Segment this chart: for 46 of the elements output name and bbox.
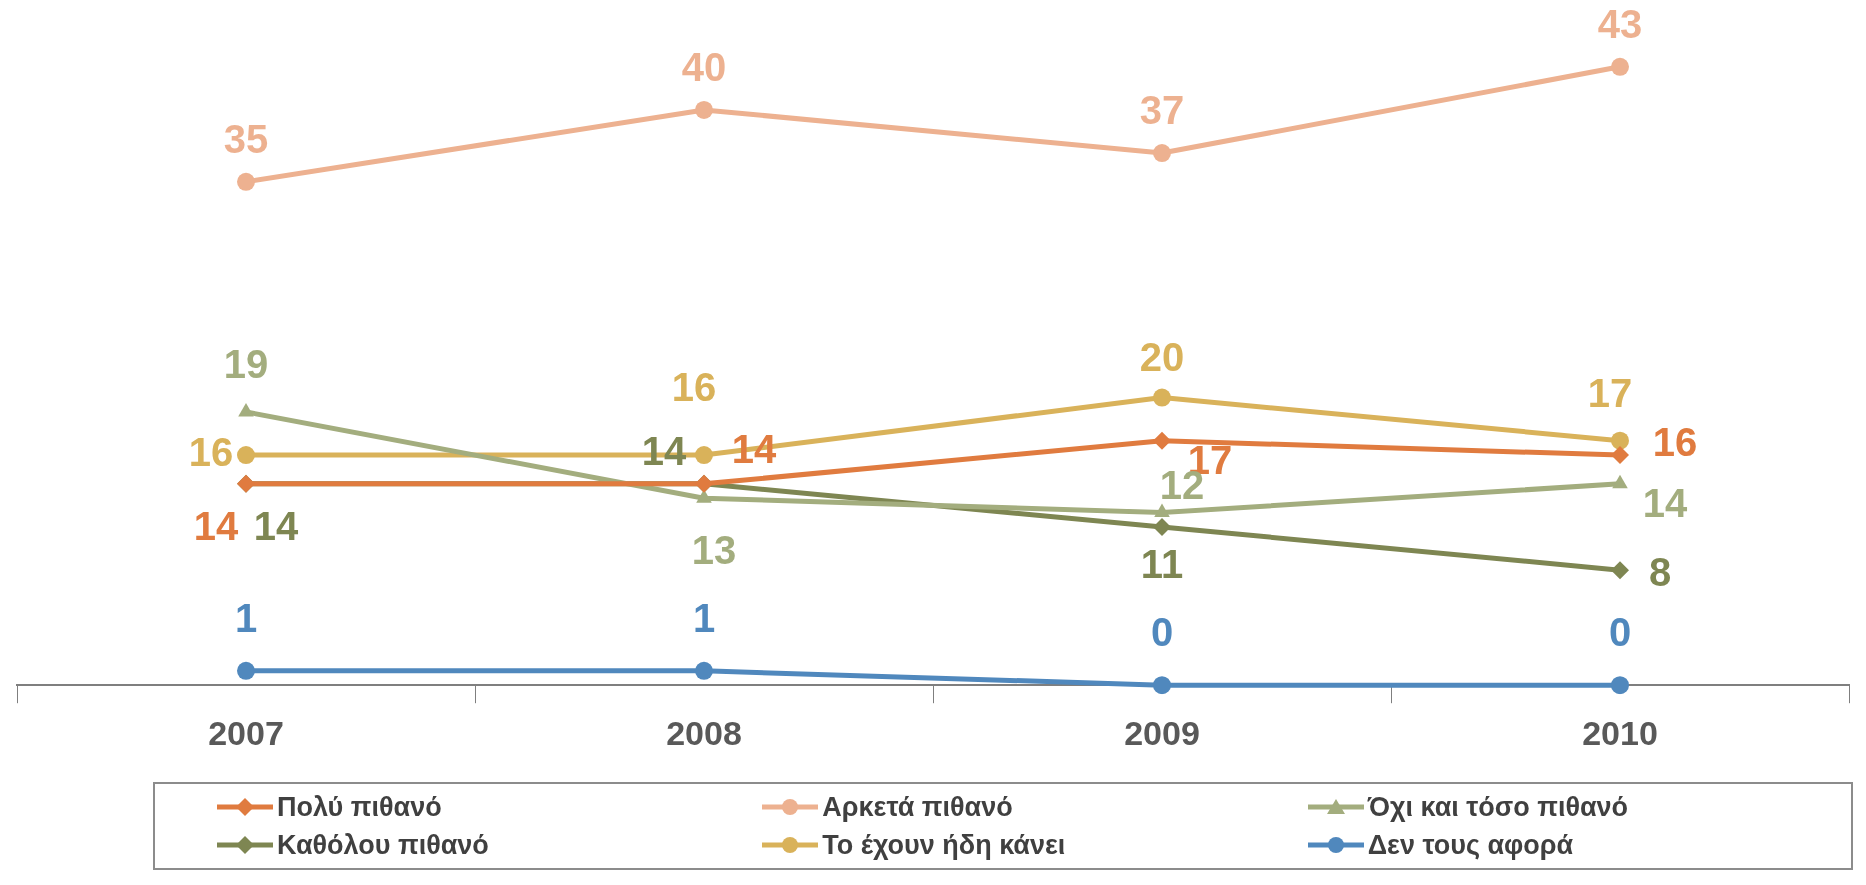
data-label: 1 — [234, 595, 258, 640]
point — [237, 446, 255, 465]
data-label: 19 — [223, 341, 269, 386]
data-label: 11 — [1140, 542, 1184, 587]
data-label: 16 — [188, 430, 234, 475]
point — [1611, 676, 1629, 695]
data-label: 40 — [681, 44, 727, 89]
data-label: 37 — [1139, 88, 1185, 133]
data-label: 0 — [1608, 610, 1632, 655]
data-label: 13 — [691, 528, 737, 573]
point — [695, 661, 713, 680]
data-label: 14 — [1642, 480, 1688, 525]
data-label: 0 — [1150, 610, 1174, 655]
data-label: 1 — [692, 595, 716, 640]
legend-label: Αρκετά πιθανό — [822, 791, 1013, 824]
data-label: 16 — [1652, 420, 1698, 465]
point — [1611, 446, 1629, 465]
point — [1153, 518, 1171, 536]
legend-label: Όχι και τόσο πιθανό — [1367, 791, 1629, 824]
point — [1153, 676, 1171, 695]
data-label: 20 — [1139, 334, 1185, 379]
legend-label: Το έχουν ήδη κάνει — [822, 829, 1066, 862]
data-label: 16 — [671, 365, 717, 410]
point — [1611, 57, 1629, 76]
data-label: 17 — [1587, 370, 1633, 415]
data-label: 43 — [1597, 1, 1643, 46]
x-tick-label: 2009 — [1124, 713, 1200, 752]
legend-label: Πολύ πιθανό — [277, 791, 442, 824]
point — [695, 446, 713, 465]
point — [1153, 431, 1171, 450]
point — [1611, 561, 1629, 580]
x-tick-label: 2008 — [666, 713, 742, 752]
point — [237, 172, 255, 191]
point — [1611, 431, 1629, 450]
x-tick-label: 2007 — [208, 713, 284, 752]
legend-label: Καθόλου πιθανό — [277, 829, 489, 862]
point — [237, 661, 255, 680]
point — [1153, 388, 1171, 407]
point — [695, 100, 713, 119]
data-label: 8 — [1648, 550, 1672, 595]
data-label: 14 — [253, 503, 299, 548]
data-label: 35 — [223, 116, 269, 161]
x-tick-label: 2010 — [1582, 713, 1658, 752]
legend-label: Δεν τους αφορά — [1367, 829, 1574, 862]
point — [1153, 144, 1171, 163]
data-label: 14 — [193, 503, 239, 548]
